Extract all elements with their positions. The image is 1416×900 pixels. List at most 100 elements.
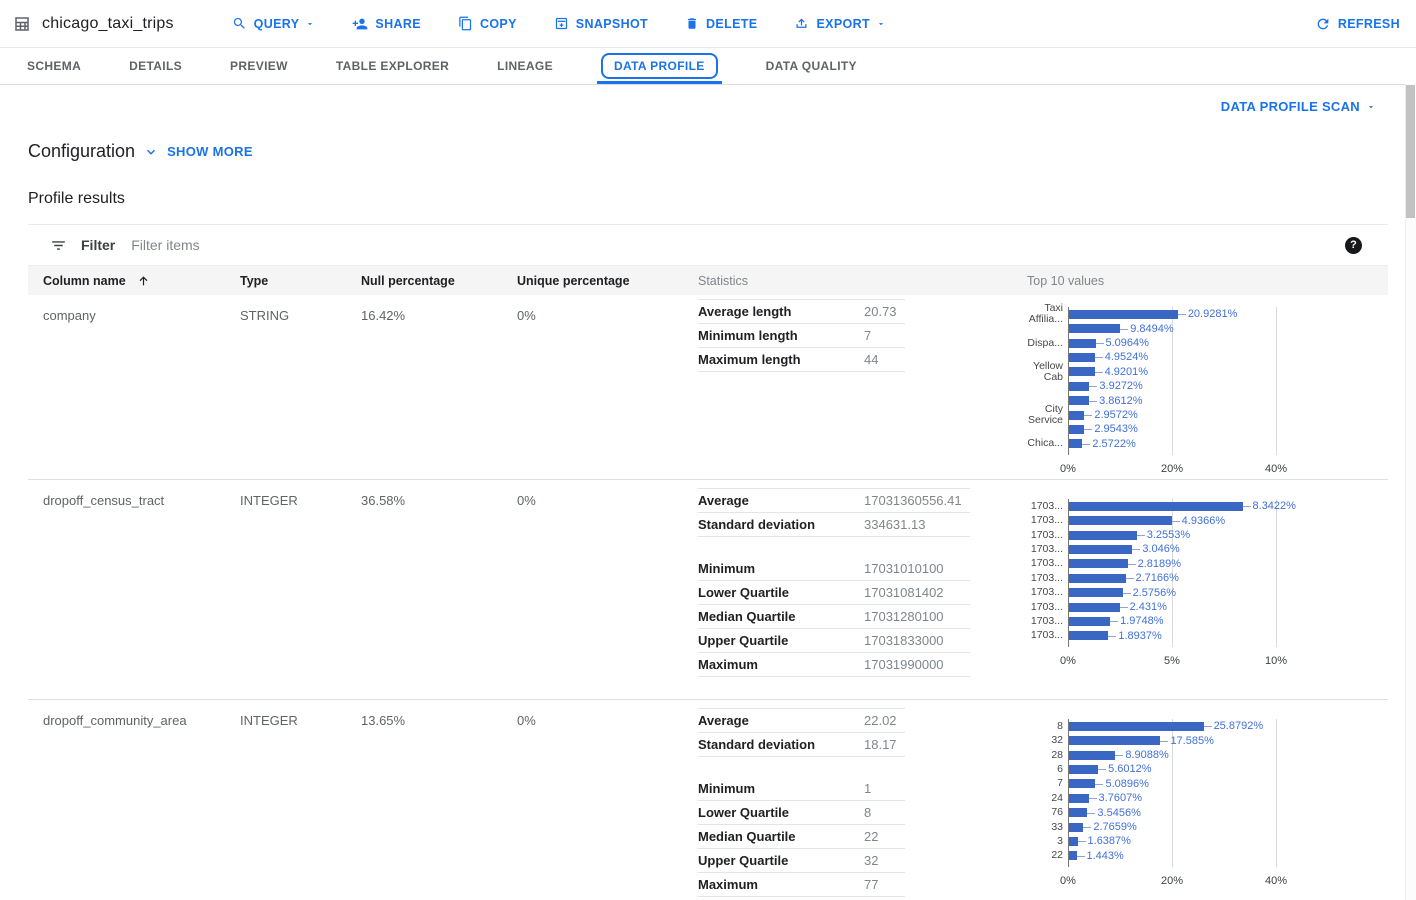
stat-value: 22.02: [864, 708, 905, 733]
column-name: dropoff_community_area: [43, 713, 187, 728]
chart-annotation-stem: [1098, 769, 1107, 771]
chart-category-label: 1703...: [1030, 571, 1063, 584]
stat-label: Minimum: [698, 556, 864, 581]
header-type[interactable]: Type: [240, 273, 269, 288]
chart-bar: [1069, 851, 1077, 861]
chevron-down-icon[interactable]: [144, 145, 158, 159]
refresh-label: REFRESH: [1337, 16, 1400, 31]
chart-tick-label: 20%: [1160, 463, 1184, 475]
stat-value: 8: [864, 800, 905, 825]
chart-value-label: 9.8494%: [1130, 322, 1174, 335]
header-unique-percentage[interactable]: Unique percentage: [517, 273, 630, 288]
column-name: company: [43, 308, 96, 323]
chart-category-label: 7: [1057, 777, 1063, 790]
chart-category-label: 8: [1057, 719, 1063, 732]
stat-label: Standard deviation: [698, 732, 864, 757]
vertical-scrollbar[interactable]: [1405, 84, 1416, 900]
chart-annotation-stem: [1089, 386, 1098, 388]
chart-bar: [1069, 750, 1116, 760]
chart-annotation-stem: [1127, 563, 1136, 565]
chart-annotation-stem: [1095, 783, 1104, 785]
chart-bar: [1069, 573, 1126, 583]
tab-label: DETAILS: [129, 59, 183, 73]
share-button[interactable]: SHARE: [352, 16, 421, 32]
chart-gridline: [1276, 307, 1277, 455]
header-column-name[interactable]: Column name: [43, 274, 240, 288]
stat-label: Lower Quartile: [698, 580, 864, 605]
filter-bar: Filter ?: [28, 225, 1388, 265]
tab-label: DATA PROFILE: [600, 53, 718, 79]
chart-annotation-stem: [1136, 535, 1145, 536]
stat-value: 1: [864, 776, 905, 801]
show-more-button[interactable]: SHOW MORE: [167, 144, 253, 159]
chart-value-label: 8.9088%: [1125, 749, 1169, 761]
tab-table-explorer[interactable]: TABLE EXPLORER: [336, 48, 449, 84]
refresh-button[interactable]: REFRESH: [1315, 16, 1400, 32]
chart-annotation-stem: [1125, 578, 1134, 580]
table-grid-icon: [13, 15, 31, 33]
scrollbar-thumb[interactable]: [1406, 85, 1415, 218]
chart-category-label: 1703...: [1030, 614, 1063, 627]
snapshot-button[interactable]: SNAPSHOT: [554, 16, 648, 31]
export-button[interactable]: EXPORT: [794, 16, 886, 31]
stat-value: 20.73: [864, 299, 905, 324]
chart-category-label: 3: [1057, 834, 1063, 847]
filter-input[interactable]: [129, 236, 550, 254]
tab-preview[interactable]: PREVIEW: [230, 48, 288, 84]
delete-button[interactable]: DELETE: [685, 16, 757, 31]
tab-label: DATA QUALITY: [765, 59, 857, 73]
chart-gridline: [1172, 307, 1173, 455]
tab-bar: SCHEMA DETAILS PREVIEW TABLE EXPLORER LINEAG…: [0, 48, 1416, 85]
chart-bar: [1069, 424, 1085, 434]
chart-annotation-stem: [1094, 357, 1103, 359]
header-null-percentage[interactable]: Null percentage: [361, 273, 455, 288]
tab-details[interactable]: DETAILS: [129, 48, 182, 84]
export-icon: [794, 16, 809, 31]
stat-label: Lower Quartile: [698, 800, 864, 825]
chart-annotation-stem: [1171, 520, 1180, 522]
chart-category-label: 1703...: [1030, 557, 1063, 570]
copy-button[interactable]: COPY: [458, 16, 517, 31]
configuration-section: Configuration SHOW MORE: [28, 141, 1416, 162]
tab-schema[interactable]: SCHEMA: [27, 48, 81, 84]
top-10-values-chart: 0% 20% 40% Taxi Affilia... 20.9281% 9.8494% Dis…: [1027, 295, 1388, 479]
chart-value-label: 1.6387%: [1087, 835, 1131, 848]
chart-category-label: 1703...: [1030, 600, 1063, 613]
unique-percentage: 0%: [517, 308, 536, 323]
filter-label: Filter: [81, 237, 116, 253]
query-button[interactable]: QUERY: [232, 16, 316, 31]
chart-tick-label: 0%: [1060, 655, 1076, 667]
tab-data-profile[interactable]: DATA PROFILE: [596, 48, 722, 84]
search-icon: [232, 16, 247, 31]
null-percentage: 13.65%: [361, 713, 406, 728]
chart-category-label: 1703...: [1030, 514, 1063, 527]
tab-lineage[interactable]: LINEAGE: [497, 48, 553, 84]
chart-category-label: 1703...: [1030, 499, 1063, 512]
filter-icon: [50, 237, 67, 254]
chart-annotation-stem: [1177, 314, 1186, 316]
chart-value-label: 3.8612%: [1099, 394, 1143, 407]
chart-annotation-stem: [1082, 443, 1091, 445]
chart-gridline: [1172, 499, 1173, 647]
chart-annotation-stem: [1087, 812, 1096, 814]
help-icon[interactable]: ?: [1345, 236, 1362, 254]
data-profile-scan-button[interactable]: DATA PROFILE SCAN: [1215, 98, 1382, 115]
delete-icon: [685, 16, 699, 31]
chart-axis-line: [1068, 499, 1069, 647]
stat-label: Upper Quartile: [698, 628, 864, 653]
tab-data-quality[interactable]: DATA QUALITY: [766, 48, 857, 84]
chart-bar: [1069, 808, 1088, 818]
stat-value: 17031081402: [864, 580, 970, 605]
profile-row-company: company STRING 16.42% 0% Average length 20.73…: [28, 295, 1388, 479]
chart-annotation-stem: [1084, 415, 1093, 416]
chart-category-label: 24: [1051, 791, 1063, 804]
chart-bar: [1069, 764, 1099, 774]
share-label: SHARE: [375, 16, 421, 31]
query-label: QUERY: [253, 16, 300, 31]
delete-label: DELETE: [706, 16, 758, 31]
stat-label: Average: [698, 488, 864, 513]
stat-label: Standard deviation: [698, 512, 864, 537]
chart-category-label: Taxi Affilia...: [1028, 302, 1063, 326]
chart-bar: [1069, 559, 1128, 569]
tab-label: TABLE EXPLORER: [335, 59, 450, 73]
